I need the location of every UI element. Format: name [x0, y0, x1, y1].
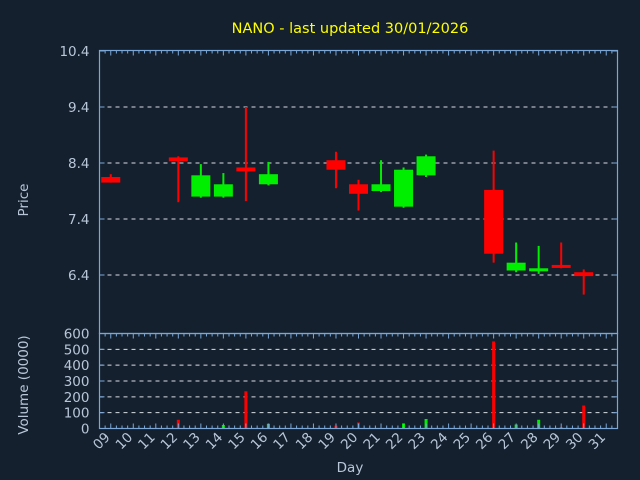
volume-tick-label: 300: [64, 374, 90, 390]
candlestick-series: [101, 107, 594, 295]
day-tick-labels: 09 10 11 12 13 14 15 16 17 18 19 20 21 22 23 24 25 26 27 28…: [90, 430, 609, 453]
price-tick-label: 10.4: [59, 44, 89, 60]
candlestick: [236, 107, 256, 202]
candlestick: [258, 161, 278, 186]
candlestick: [416, 154, 436, 177]
chart-title: NANO - last updated 30/01/2026: [232, 21, 469, 37]
price-tick-labels: 6.4 7.4 8.4 9.4 10.4: [59, 44, 89, 284]
candlestick: [394, 167, 414, 208]
price-gridlines: [99, 106, 618, 276]
volume-panel-frame: [98, 332, 619, 430]
candlestick: [529, 245, 549, 274]
volume-tick-label: 500: [64, 342, 90, 358]
candlestick: [213, 173, 233, 198]
volume-bar: [244, 391, 248, 429]
candlestick: [371, 160, 391, 193]
volume-axis-label: Volume (0000): [16, 335, 32, 434]
volume-tick-label: 400: [64, 358, 90, 374]
volume-tick-label: 600: [64, 327, 90, 343]
candlestick: [326, 151, 346, 189]
candlestick: [551, 242, 571, 269]
day-axis-label: Day: [337, 460, 364, 476]
candlestick: [506, 242, 526, 273]
candlestick: [101, 174, 121, 183]
candlestick: [484, 150, 504, 263]
price-tick-label: 6.4: [68, 268, 89, 284]
candlestick: [574, 269, 594, 295]
volume-bar: [582, 405, 586, 429]
candlestick: [349, 179, 368, 211]
volume-bar: [492, 341, 496, 429]
price-tick-label: 8.4: [68, 156, 89, 172]
volume-tick-label: 0: [81, 422, 90, 438]
candlestick: [168, 156, 188, 203]
volume-tick-label: 100: [64, 406, 90, 422]
volume-tick-label: 200: [64, 390, 90, 406]
candlestick: [191, 164, 211, 198]
price-tick-label: 9.4: [68, 100, 89, 116]
volume-gridlines: [99, 348, 618, 414]
price-tick-label: 7.4: [68, 212, 89, 228]
price-axis-label: Price: [16, 184, 32, 217]
